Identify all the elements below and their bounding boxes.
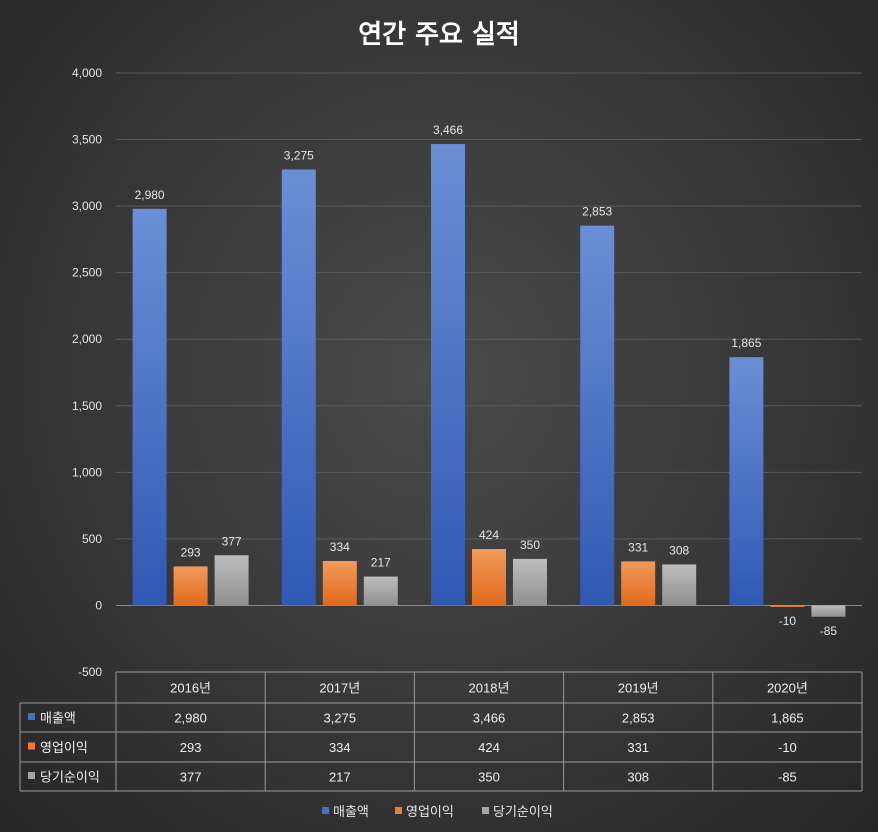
table-series-name: 매출액 (40, 711, 76, 726)
bar-당기순이익-2020년 (811, 605, 846, 617)
data-label: 2,853 (582, 205, 612, 219)
y-tick-label: 4,000 (72, 66, 102, 80)
table-cell: 334 (329, 740, 351, 755)
table-cell: 331 (627, 740, 649, 755)
y-tick-label: 3,000 (72, 199, 102, 213)
data-label: 308 (669, 543, 689, 557)
bar-매출액-2020년 (729, 357, 764, 606)
y-tick-label: 2,000 (72, 332, 102, 346)
bar-영업이익-2016년 (173, 566, 208, 606)
y-tick-label: 3,500 (72, 133, 102, 147)
table-header-cell: 2018년 (469, 681, 510, 696)
gridlines (116, 72, 862, 673)
legend-key-영업이익 (395, 807, 402, 814)
table-cell: 3,466 (473, 711, 506, 726)
table-series-name: 당기순이익 (40, 770, 100, 785)
data-label: 350 (520, 538, 540, 552)
table-cell: 1,865 (771, 711, 804, 726)
table-legend-key-당기순이익 (28, 772, 35, 779)
y-tick-label: 0 (95, 598, 102, 612)
data-label: 1,865 (731, 336, 761, 350)
data-label: 2,980 (135, 188, 165, 202)
data-label: 424 (479, 528, 499, 542)
table-header-cell: 2019년 (618, 681, 659, 696)
bars (132, 144, 846, 617)
bar-영업이익-2018년 (472, 549, 506, 606)
table-legend-key-매출액 (28, 713, 35, 720)
legend-key-당기순이익 (482, 807, 489, 814)
y-tick-label: 1,000 (72, 465, 102, 479)
bar-당기순이익-2016년 (214, 555, 249, 606)
legend-key-매출액 (322, 807, 329, 814)
table-cell: 424 (478, 740, 500, 755)
chart-title: 연간 주요 실적 (358, 20, 520, 50)
table-cell: 293 (180, 740, 202, 755)
table-series-name: 영업이익 (40, 740, 88, 755)
y-tick-label: -500 (78, 665, 102, 679)
bar-매출액-2019년 (580, 225, 615, 606)
table-header-cell: 2017년 (319, 681, 360, 696)
table-legend-key-영업이익 (28, 742, 35, 750)
bar-영업이익-2020년 (770, 605, 805, 607)
table-cell: -10 (778, 740, 797, 755)
y-tick-label: 500 (82, 532, 102, 546)
table-cell: 350 (478, 770, 500, 785)
data-label: 293 (181, 545, 201, 559)
bar-매출액-2017년 (281, 169, 316, 606)
legend-entry: 당기순이익 (493, 805, 553, 820)
data-label: 3,275 (284, 149, 314, 163)
bar-매출액-2016년 (132, 208, 167, 606)
bar-당기순이익-2017년 (363, 576, 398, 606)
legend: 매출액 영업이익 당기순이익 (322, 805, 553, 820)
bar-매출액-2018년 (431, 144, 465, 606)
legend-entry: 영업이익 (406, 805, 454, 820)
table-cell: -85 (778, 770, 797, 785)
data-labels: 2,980 293 377 3,275 334 217 3,466 424 350 2,853 33… (135, 123, 838, 638)
data-label: 3,466 (433, 123, 463, 137)
bar-영업이익-2017년 (322, 560, 357, 606)
y-tick-label: 2,500 (72, 266, 102, 280)
data-label: -85 (820, 624, 838, 638)
y-axis-ticks: -500 0 500 1,000 1,500 2,000 2,500 3,000 3,500 4,… (72, 66, 102, 679)
table-header-cell: 2016년 (170, 681, 211, 696)
table-cell: 2,980 (174, 711, 207, 726)
data-label: 377 (222, 534, 242, 548)
y-tick-label: 1,500 (72, 399, 102, 413)
data-label: -10 (779, 614, 797, 628)
table-cell: 308 (627, 770, 649, 785)
table-cell: 3,275 (324, 711, 357, 726)
table-cell: 2,853 (622, 711, 655, 726)
table-cell: 217 (329, 770, 351, 785)
data-label: 217 (371, 556, 391, 570)
table-header-cell: 2020년 (767, 681, 808, 696)
legend-entry: 매출액 (333, 805, 369, 820)
bar-당기순이익-2019년 (662, 564, 697, 606)
table-cell: 377 (180, 770, 202, 785)
bar-당기순이익-2018년 (513, 558, 547, 606)
data-label: 334 (330, 540, 350, 554)
bar-영업이익-2019년 (621, 561, 656, 606)
data-label: 331 (628, 540, 648, 554)
